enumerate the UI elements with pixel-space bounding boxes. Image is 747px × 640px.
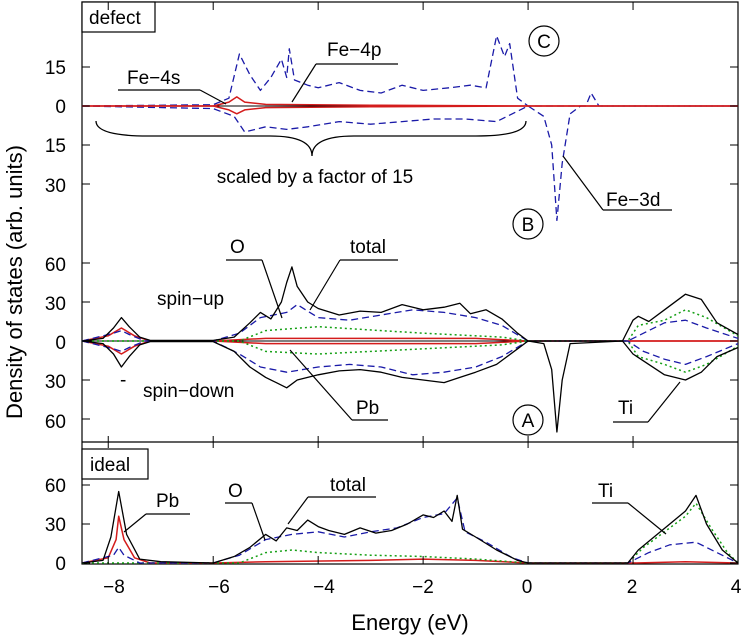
Pb-bot-leader: [123, 513, 147, 533]
ytick-bot-0: 0: [55, 554, 66, 575]
ytick-top-30: 30: [45, 176, 66, 197]
scale-note: scaled by a factor of 15: [217, 167, 413, 188]
ytick-mid-0: 0: [55, 333, 66, 354]
xtick-m4: −4: [313, 577, 335, 598]
fe4p-leader: [291, 63, 317, 103]
ytick-top-15b: 15: [45, 136, 66, 157]
xtick-0: 0: [522, 577, 533, 598]
xtick-2: 2: [627, 577, 638, 598]
spin-down-dash: -: [120, 370, 126, 391]
ytick-mid-30b: 30: [45, 372, 66, 393]
series-o-down: [82, 340, 738, 376]
xtick-m2: −2: [412, 577, 434, 598]
ytick-bot-60: 60: [45, 476, 66, 497]
series-o-up: [82, 303, 738, 342]
defect-label-box: [81, 1, 156, 33]
ytick-bot-30: 30: [45, 515, 66, 536]
fe4p-label: Fe−4p: [327, 40, 381, 61]
defect-label: defect: [89, 8, 141, 29]
O-mid-label: O: [230, 237, 245, 258]
spin-up-label: spin−up: [157, 289, 224, 310]
fe4s-label: Fe−4s: [127, 68, 180, 89]
ytick-top-15a: 15: [45, 58, 66, 79]
xtick-4: 4: [731, 577, 742, 598]
ytick-mid-30a: 30: [45, 294, 66, 315]
fe3d-label: Fe−3d: [606, 190, 660, 211]
O-bot-label: O: [228, 481, 243, 502]
series-fe-4p-down: [82, 105, 738, 222]
defect-fe-series: [82, 35, 738, 222]
xtick-m6: −6: [208, 577, 230, 598]
label-A: A: [522, 411, 535, 432]
Ti-bot-label: Ti: [598, 481, 613, 502]
series-pb-down: [82, 340, 738, 355]
y-axis-title: Density of states (arb. units): [2, 145, 27, 419]
fe4s-leader: [199, 89, 227, 105]
Ti-mid-label: Ti: [618, 398, 633, 419]
total-bot-label: total: [330, 475, 366, 496]
series-ideal-o: [82, 497, 738, 564]
spin-down-label: spin−down: [143, 381, 234, 402]
total-mid-leader: [309, 259, 341, 311]
O-mid-leader: [261, 259, 283, 319]
label-C: C: [537, 32, 551, 53]
total-bot-leader: [287, 496, 309, 525]
ytick-mid-60b: 60: [45, 412, 66, 433]
Ti-mid-leader: [647, 381, 681, 423]
ideal-label: ideal: [90, 455, 130, 476]
label-B-circle: [512, 208, 544, 240]
series-fe-4s-up: [82, 96, 738, 107]
axis-ticks: [82, 2, 739, 564]
plot-frame: [81, 1, 739, 565]
Pb-mid-label: Pb: [356, 398, 379, 419]
series-total-down: [82, 340, 738, 433]
ideal-label-box: [81, 448, 149, 480]
fe3d-leader: [562, 155, 604, 211]
O-bot-leader: [251, 502, 266, 541]
ytick-top-0: 0: [55, 97, 66, 118]
series-total-up: [82, 266, 738, 342]
series-ti-down: [82, 340, 738, 373]
defect-total-series: [82, 266, 738, 433]
series-ti-up: [82, 309, 738, 342]
series-pb-up: [82, 327, 738, 342]
label-A-circle: [512, 404, 544, 436]
label-B: B: [522, 215, 535, 236]
Pb-bot-label: Pb: [156, 491, 179, 512]
scale-brace: [95, 120, 527, 157]
series-ideal-total: [82, 490, 738, 564]
label-C-circle: [528, 25, 560, 57]
series-fe-4p-up: [82, 35, 738, 107]
Pb-mid-leader: [289, 349, 353, 421]
series-fe-4s-down: [82, 105, 738, 115]
x-axis-title: Energy (eV): [351, 610, 468, 635]
xtick-m8: −8: [103, 577, 125, 598]
total-mid-label: total: [350, 237, 386, 258]
ideal-series: [82, 490, 738, 564]
ytick-mid-60a: 60: [45, 255, 66, 276]
Ti-bot-leader: [627, 502, 667, 535]
